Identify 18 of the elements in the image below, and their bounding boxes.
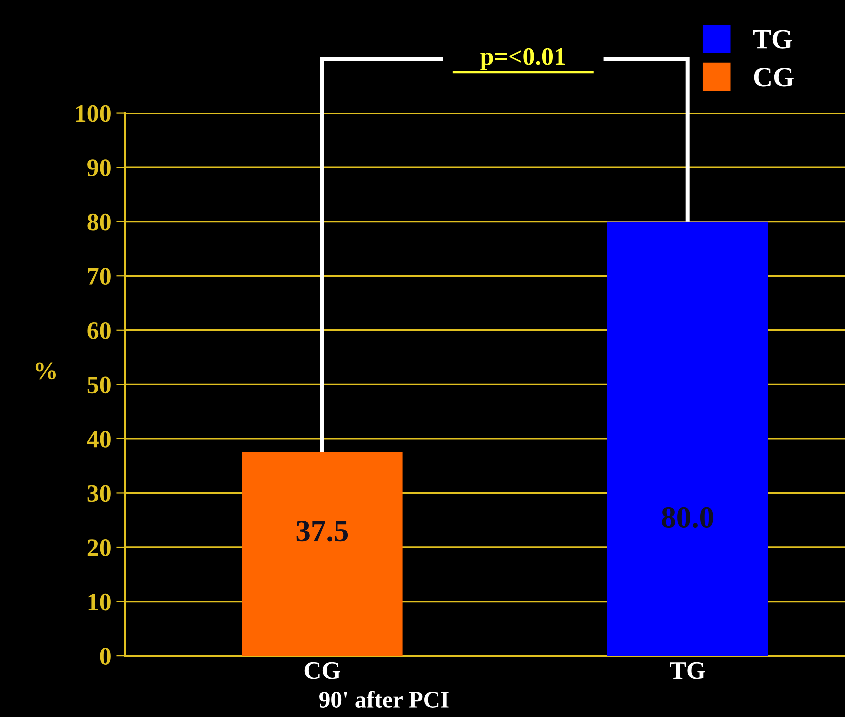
data-label: 37.5 (296, 521, 348, 542)
y-tick-label: 10 (88, 594, 111, 611)
y-tick-label: 70 (88, 268, 111, 286)
y-tick-label: 20 (88, 540, 111, 556)
legend-label: TG (753, 30, 792, 49)
y-tick-label: 60 (88, 322, 111, 340)
legend-label: CG (754, 68, 794, 87)
x-axis-title: 90' after PCI (320, 691, 449, 708)
y-tick-label: 30 (88, 485, 111, 502)
text: p=<0.01 (480, 48, 566, 70)
y-tick-label: 0 (100, 648, 111, 665)
y-tick-label: 90 (88, 160, 111, 176)
y-axis-title: % (36, 362, 56, 380)
data-label: 80.0 (662, 507, 714, 528)
y-tick-label: 80 (88, 214, 111, 231)
y-tick-label: 40 (87, 430, 111, 448)
y-tick-label: 50 (88, 376, 111, 394)
y-tick-label: 100 (76, 105, 111, 122)
